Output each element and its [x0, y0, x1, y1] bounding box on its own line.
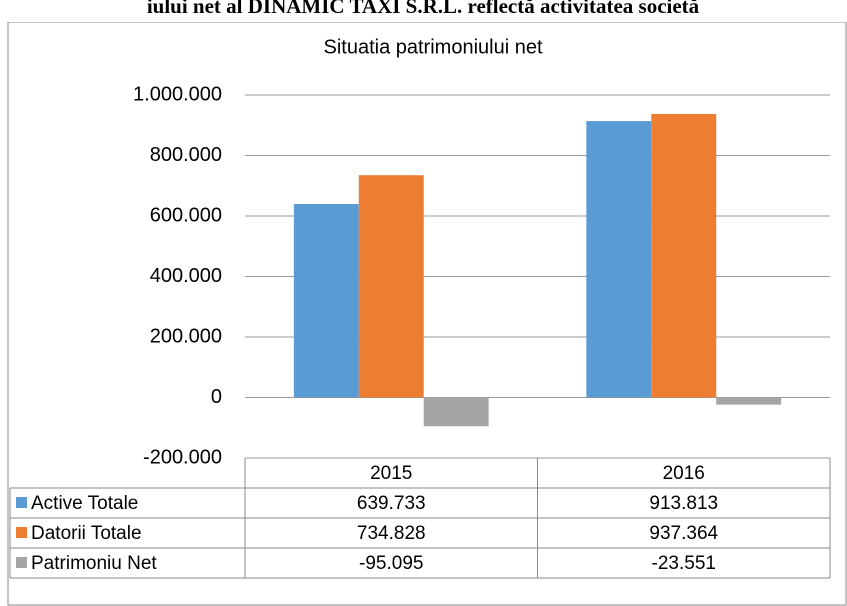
- bar: [716, 397, 782, 405]
- table-value: 639.733: [357, 493, 426, 514]
- y-tick-label: 0: [211, 386, 222, 408]
- legend-label: Patrimoniu Net: [31, 553, 157, 574]
- bar: [293, 203, 359, 398]
- table-value: -23.551: [652, 553, 716, 574]
- y-tick-label: 1.000.000: [133, 83, 222, 105]
- y-tick-label: 800.000: [150, 144, 222, 166]
- caption: iului net al DINAMIC TAXI S.R.L. reflect…: [147, 0, 700, 18]
- caption-bg: [0, 0, 847, 22]
- x-tick-label: 2015: [370, 463, 412, 484]
- y-tick-label: 200.000: [150, 325, 222, 347]
- y-tick-label: 400.000: [150, 265, 222, 287]
- y-tick-label: 600.000: [150, 204, 222, 226]
- bar: [423, 397, 489, 427]
- y-tick-label: -200.000: [143, 446, 222, 468]
- legend-label: Active Totale: [31, 493, 138, 514]
- x-tick-label: 2016: [663, 463, 705, 484]
- chart-title: Situatia patrimoniului net: [323, 36, 542, 58]
- legend-label: Datorii Totale: [31, 523, 142, 544]
- bar: [358, 175, 424, 398]
- bar: [651, 113, 717, 398]
- legend-swatch: [16, 527, 27, 538]
- legend-swatch: [16, 557, 27, 568]
- table-value: 937.364: [649, 523, 718, 544]
- bar: [586, 121, 652, 398]
- table-value: 734.828: [357, 523, 426, 544]
- table-value: -95.095: [359, 553, 423, 574]
- table-value: 913.813: [649, 493, 718, 514]
- legend-swatch: [16, 497, 27, 508]
